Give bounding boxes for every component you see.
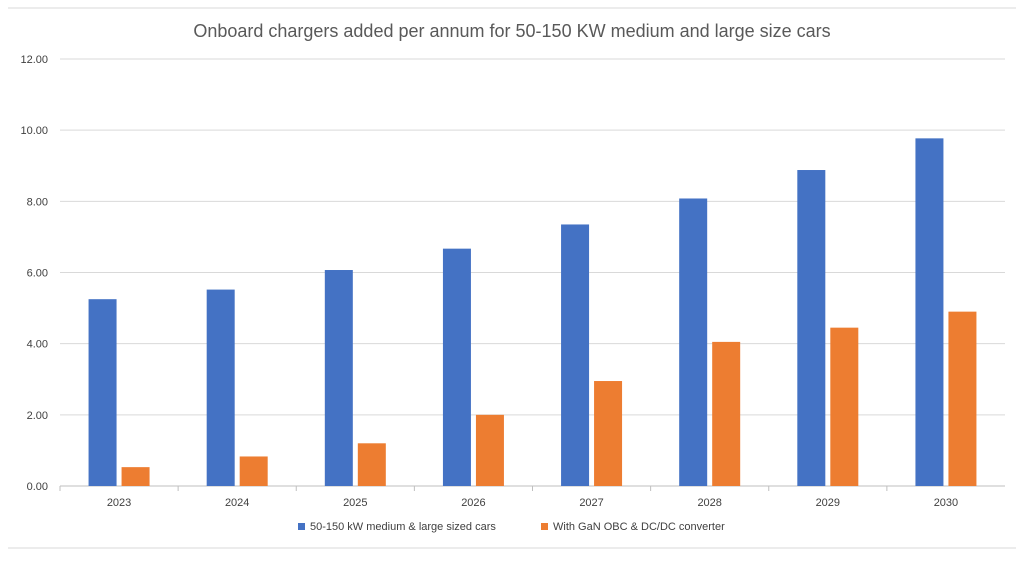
x-tick-label: 2028 <box>697 497 721 509</box>
legend-label: 50-150 kW medium & large sized cars <box>310 521 496 533</box>
x-axis: 2023 2024 2025 2026 2027 2028 2029 2030 <box>59 486 958 509</box>
chart-title: Onboard chargers added per annum for 50-… <box>193 21 830 41</box>
bar-gan-2023 <box>121 467 150 486</box>
bar-gan-2025 <box>357 443 386 486</box>
bar-cars-2024 <box>206 289 235 486</box>
x-tick-label: 2024 <box>225 497 249 509</box>
bar-gan-2024 <box>239 456 268 486</box>
x-tick-label: 2025 <box>343 497 367 509</box>
bar-cars-2030 <box>915 138 944 486</box>
bar-gan-2030 <box>948 311 977 486</box>
bar-gan-2028 <box>712 341 741 486</box>
legend-swatch <box>298 523 305 530</box>
bars <box>88 138 977 486</box>
x-tick-label: 2026 <box>461 497 485 509</box>
x-tick-label: 2023 <box>107 497 131 509</box>
x-tick-label: 2027 <box>579 497 603 509</box>
legend-swatch <box>541 523 548 530</box>
y-axis: 0.00 2.00 4.00 6.00 8.00 10.00 12.00 <box>20 54 48 493</box>
bar-cars-2028 <box>679 198 708 486</box>
y-tick-label: 8.00 <box>27 196 48 208</box>
x-tick-label: 2029 <box>816 497 840 509</box>
y-tick-label: 10.00 <box>20 125 48 137</box>
y-tick-label: 2.00 <box>27 410 48 422</box>
bar-cars-2026 <box>442 248 471 486</box>
legend-label: With GaN OBC & DC/DC converter <box>553 521 725 533</box>
bar-gan-2027 <box>594 381 623 486</box>
legend: 50-150 kW medium & large sized cars With … <box>298 521 725 533</box>
x-tick-label: 2030 <box>934 497 958 509</box>
y-tick-label: 4.00 <box>27 339 48 351</box>
bar-cars-2029 <box>797 170 826 486</box>
bar-gan-2026 <box>475 414 504 486</box>
y-tick-label: 6.00 <box>27 268 48 280</box>
bar-cars-2027 <box>561 224 590 486</box>
bar-cars-2023 <box>88 299 117 486</box>
bar-cars-2025 <box>324 270 353 486</box>
bar-gan-2029 <box>830 327 859 486</box>
y-tick-label: 0.00 <box>27 481 48 493</box>
y-tick-label: 12.00 <box>20 54 48 66</box>
